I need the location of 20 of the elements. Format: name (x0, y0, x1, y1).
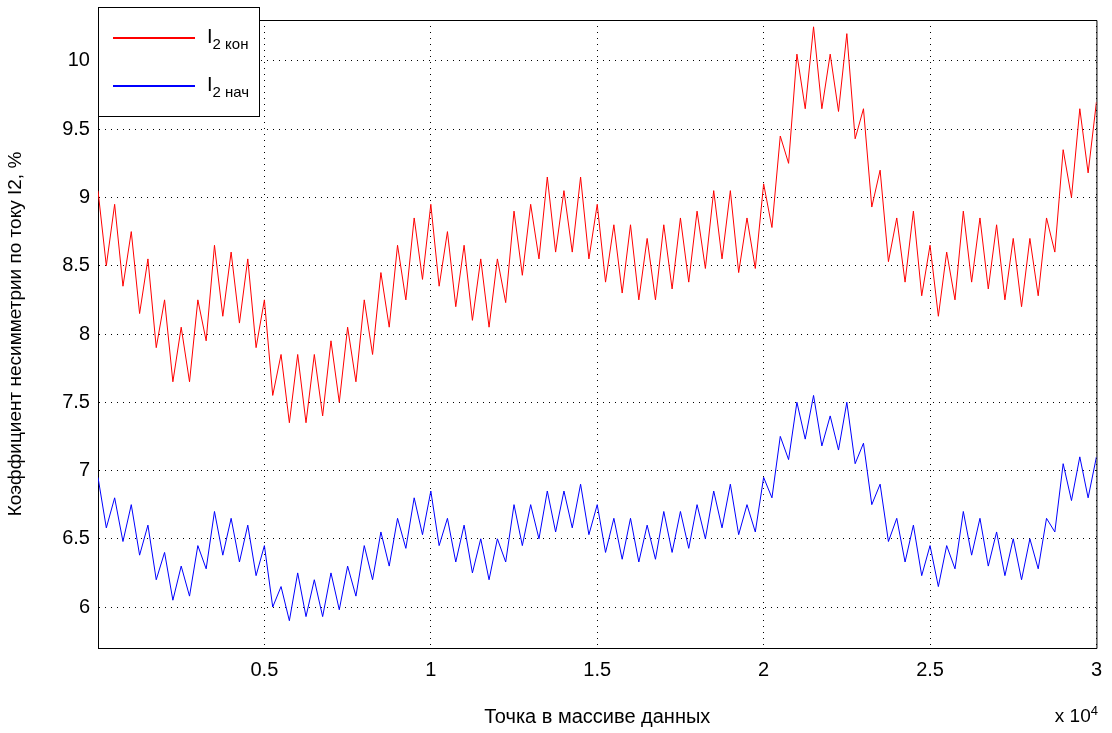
x-tick-label: 1.5 (583, 657, 612, 680)
x-tick-label: 3 (1090, 657, 1102, 680)
y-axis-title: Коэффициент несимметрии по току I2, % (3, 151, 25, 517)
y-tick-label: 10 (67, 48, 90, 71)
legend-label: I$_{2 нач}$ (207, 72, 250, 100)
x-tick-label: 1 (425, 657, 437, 680)
x-tick-label: 2 (758, 657, 770, 680)
y-tick-label: 6 (78, 594, 90, 617)
y-tick-label: 9.5 (62, 116, 90, 139)
y-tick-label: 8 (78, 321, 90, 344)
y-tick-label: 8.5 (62, 253, 90, 276)
text: x 10$^{4}$ (1054, 702, 1098, 727)
y-tick-label: 9 (78, 184, 90, 207)
y-tick-label: 6.5 (62, 526, 90, 549)
x-tick-label: 2.5 (916, 657, 944, 680)
x-axis-title: Точка в массиве данных (484, 704, 711, 727)
y-tick-label: 7 (78, 458, 90, 481)
y-tick-label: 7.5 (62, 389, 90, 412)
legend-label: I$_{2 кон}$ (207, 24, 249, 52)
x-tick-label: 0.5 (250, 657, 279, 680)
